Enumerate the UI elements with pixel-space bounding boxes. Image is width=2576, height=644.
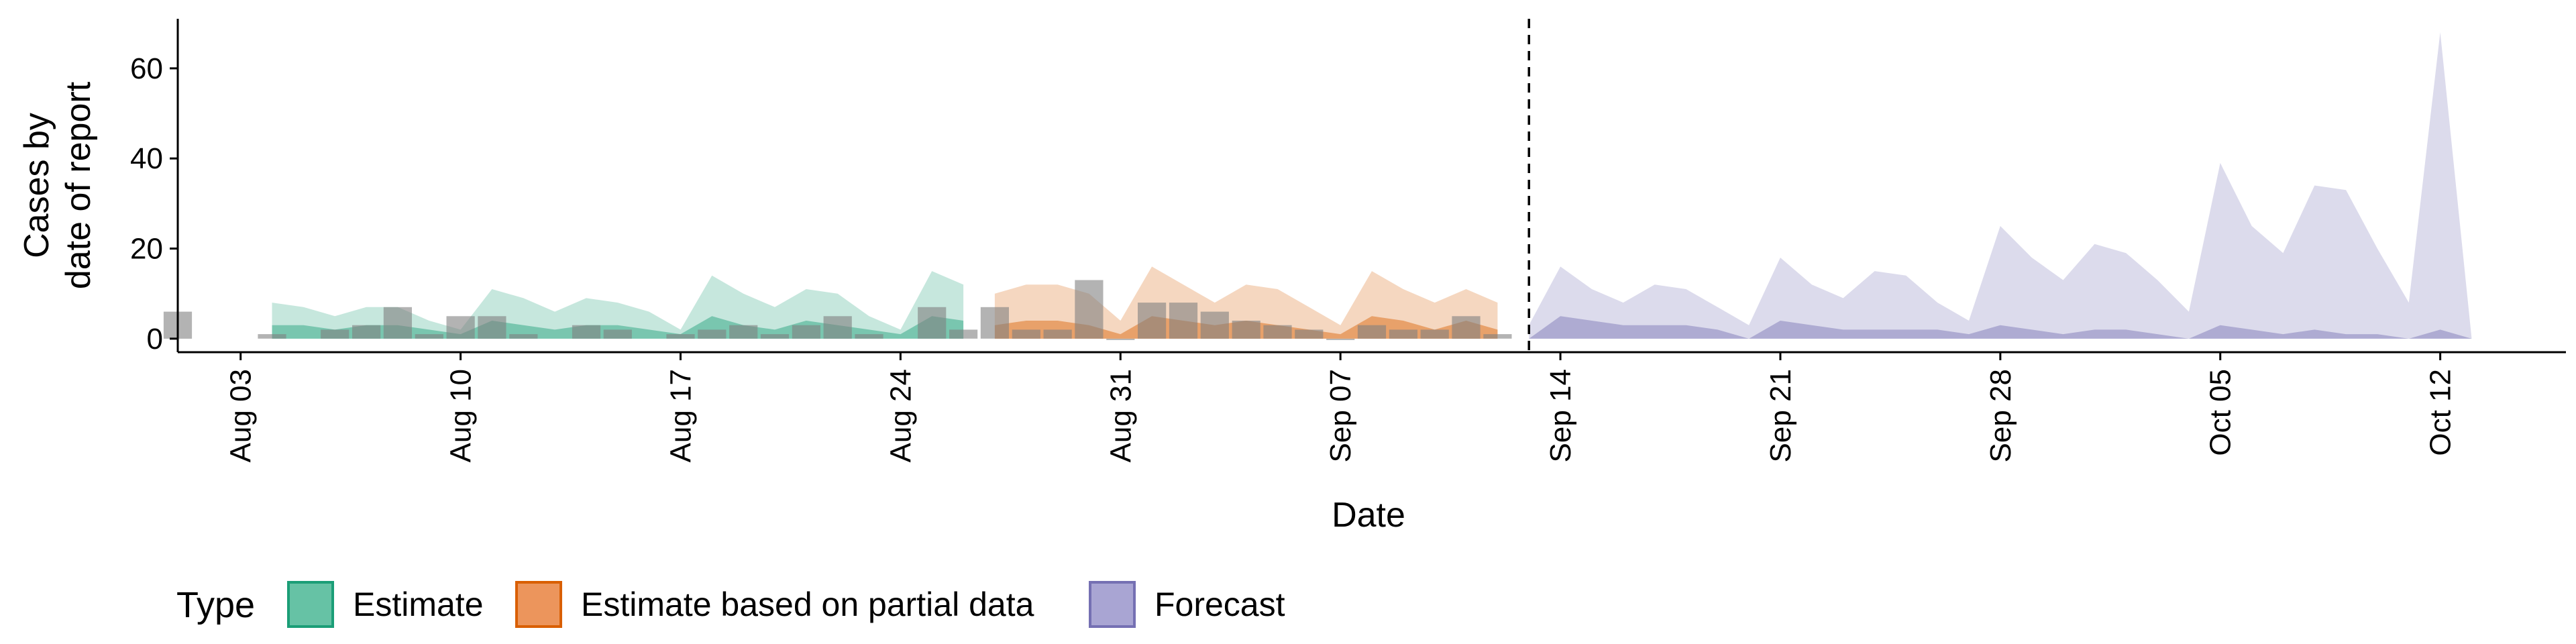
- reported-cases-bar: [1200, 311, 1229, 339]
- reported-cases-bar: [980, 307, 1009, 339]
- legend-key: [287, 581, 334, 628]
- x-tick-label: Sep 21: [1764, 369, 1797, 462]
- reported-cases-bar: [1043, 329, 1072, 339]
- reported-cases-bar: [1389, 329, 1417, 339]
- legend-key: [1089, 581, 1136, 628]
- reported-cases-bar: [823, 316, 852, 339]
- area-inner-estimate: [272, 316, 964, 339]
- reported-cases-bar: [1263, 325, 1292, 339]
- legend-title: Type: [176, 585, 255, 625]
- x-tick-label: Aug 10: [445, 369, 478, 462]
- reported-cases-bar: [760, 334, 790, 339]
- y-tick-label: 60: [130, 52, 163, 85]
- legend-label: Forecast: [1155, 586, 1285, 623]
- area-outer-forecast: [1529, 32, 2472, 339]
- reported-cases-bar: [1075, 280, 1104, 339]
- x-tick-label: Aug 03: [225, 369, 258, 462]
- y-axis-title-line-1: Cases by: [17, 113, 56, 258]
- reported-cases-bar: [729, 325, 758, 339]
- reported-cases-bar: [1295, 329, 1324, 339]
- reported-cases-bar: [1483, 334, 1512, 339]
- reported-cases-bar: [1138, 303, 1167, 339]
- legend-key: [515, 581, 562, 628]
- legend: Type Estimate Estimate based on partial d…: [176, 581, 1285, 628]
- area-outer-estimate-based-on-partial-data: [994, 266, 1498, 339]
- x-tick-label: Oct 05: [2204, 369, 2237, 456]
- legend-label: Estimate: [353, 586, 484, 623]
- reported-cases-bar: [1326, 338, 1355, 340]
- reported-cases-bar: [918, 307, 947, 339]
- x-tick-label: Aug 31: [1104, 369, 1137, 462]
- reported-cases-bar: [1012, 329, 1040, 339]
- x-tick-label: Aug 17: [665, 369, 698, 462]
- reported-cases-bar: [1232, 321, 1260, 339]
- x-tick-label: Aug 24: [884, 369, 917, 462]
- y-tick-label: 0: [147, 323, 163, 356]
- reported-cases-bar: [321, 329, 350, 339]
- x-axis-title: Date: [1332, 496, 1405, 535]
- reported-cases-bar: [446, 316, 475, 339]
- x-tick-label: Sep 28: [1984, 369, 2017, 462]
- reported-cases-bar: [352, 325, 381, 339]
- reported-cases-bar: [1169, 303, 1198, 339]
- reported-cases-bar: [1452, 316, 1481, 339]
- x-tick-label: Sep 07: [1324, 369, 1357, 462]
- reported-cases-bar: [949, 329, 978, 339]
- y-tick-label: 20: [130, 233, 163, 266]
- reported-cases-bar: [383, 307, 412, 339]
- axes: 0 20 40 60 Aug 03 Aug 10 Aug 17 Aug 24 Aug 31 Sep…: [130, 19, 2566, 462]
- reported-cases-bar: [666, 334, 695, 339]
- reported-cases-bar: [415, 334, 443, 339]
- reported-cases-bar: [1420, 329, 1449, 339]
- reported-cases-bar: [1357, 325, 1387, 339]
- x-tick-label: Oct 12: [2424, 369, 2457, 456]
- reported-cases-bar: [478, 316, 506, 339]
- area-inner-forecast: [1529, 316, 2472, 339]
- plot-area: [163, 19, 2472, 352]
- reported-cases-bar: [258, 334, 286, 339]
- x-tick-label: Sep 14: [1544, 369, 1577, 462]
- y-axis-title-line-2: date of report: [59, 81, 98, 289]
- reported-cases-bar: [603, 329, 632, 339]
- reported-cases-bar: [1106, 338, 1135, 340]
- area-outer-estimate: [272, 271, 964, 339]
- reported-cases-bar: [698, 329, 727, 339]
- reported-cases-bar: [509, 334, 538, 339]
- legend-label: Estimate based on partial data: [581, 586, 1034, 623]
- reported-cases-bar: [572, 325, 601, 339]
- reported-cases-bar: [855, 334, 883, 339]
- y-tick-label: 40: [130, 142, 163, 175]
- reported-cases-bar: [792, 325, 820, 339]
